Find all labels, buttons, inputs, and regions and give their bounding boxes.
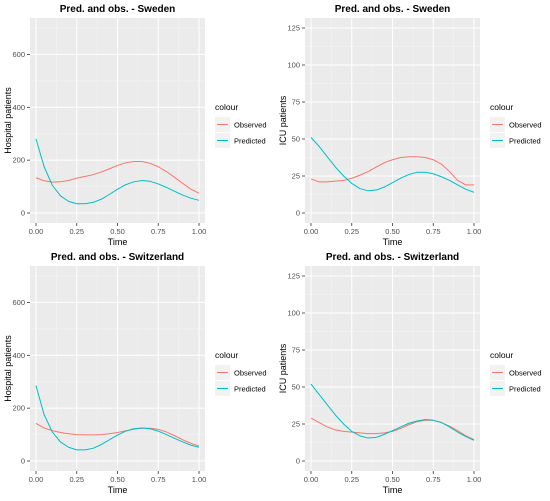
x-tick-label: 0.00 xyxy=(304,475,319,484)
legend-label: Observed xyxy=(509,369,542,378)
legend-title: colour xyxy=(490,102,513,112)
chart-svg: 0.00 0.25 0.50 0.75 1.00 0 25 50 75 100 125 Pred. a… xyxy=(278,252,542,495)
x-tick-label: 0.50 xyxy=(385,227,400,236)
x-axis-label: Time xyxy=(108,485,128,495)
y-tick-label: 75 xyxy=(292,346,300,355)
y-tick-label: 125 xyxy=(287,272,300,281)
y-tick-label: 200 xyxy=(12,404,25,413)
y-tick-label: 0 xyxy=(21,209,25,218)
y-tick-label: 100 xyxy=(287,309,300,318)
legend-label: Observed xyxy=(234,369,267,378)
x-tick-label: 0.25 xyxy=(69,475,84,484)
x-tick-label: 0.50 xyxy=(110,227,125,236)
chart-title: Pred. and obs. - Switzerland xyxy=(51,252,184,263)
chart-svg: 0.00 0.25 0.50 0.75 1.00 0 25 50 75 100 125 Pred. a… xyxy=(278,4,542,247)
series-line-predicted xyxy=(35,138,200,205)
chart-panel-switzerland-icu: 0.00 0.25 0.50 0.75 1.00 0 25 50 75 100 125 Pred. a… xyxy=(275,248,550,496)
series-line-predicted xyxy=(35,385,200,451)
x-tick-label: 1.00 xyxy=(192,227,207,236)
y-tick-label: 100 xyxy=(287,61,300,70)
series-line-predicted xyxy=(310,137,475,193)
x-axis-label: Time xyxy=(108,237,128,247)
y-tick-label: 400 xyxy=(12,351,25,360)
series-line-observed xyxy=(310,156,474,186)
x-tick-label: 0.25 xyxy=(344,227,359,236)
chart-panel-sweden-icu: 0.00 0.25 0.50 0.75 1.00 0 25 50 75 100 125 Pred. a… xyxy=(275,0,550,248)
legend-title: colour xyxy=(490,350,513,360)
chart-svg: 0.00 0.25 0.50 0.75 1.00 0 200 400 600 Pred. and … xyxy=(3,252,267,495)
chart-panel-switzerland-hospital: 0.00 0.25 0.50 0.75 1.00 0 200 400 600 Pred. and … xyxy=(0,248,275,496)
y-tick-label: 25 xyxy=(292,172,300,181)
x-axis-label: Time xyxy=(383,237,403,247)
x-tick-label: 0.00 xyxy=(29,475,44,484)
legend-title: colour xyxy=(215,102,238,112)
y-tick-label: 400 xyxy=(12,103,25,112)
legend-title: colour xyxy=(215,350,238,360)
legend-label: Predicted xyxy=(509,137,541,146)
y-axis-label: Hospital patients xyxy=(3,87,13,154)
x-tick-label: 0.50 xyxy=(110,475,125,484)
y-tick-label: 0 xyxy=(296,457,300,466)
y-tick-label: 50 xyxy=(292,135,300,144)
y-tick-label: 0 xyxy=(21,457,25,466)
y-tick-label: 125 xyxy=(287,24,300,33)
y-tick-label: 600 xyxy=(12,50,25,59)
y-tick-label: 50 xyxy=(292,383,300,392)
y-tick-label: 0 xyxy=(296,209,300,218)
y-tick-label: 75 xyxy=(292,98,300,107)
x-tick-label: 0.25 xyxy=(69,227,84,236)
x-axis-label: Time xyxy=(383,485,403,495)
chart-title: Pred. and obs. - Switzerland xyxy=(326,252,459,263)
chart-svg: 0.00 0.25 0.50 0.75 1.00 0 200 400 600 Pred. and … xyxy=(3,4,267,247)
series-line-predicted xyxy=(310,383,475,441)
chart-title: Pred. and obs. - Sweden xyxy=(335,4,451,15)
x-tick-label: 1.00 xyxy=(467,227,482,236)
x-tick-label: 0.75 xyxy=(426,227,441,236)
chart-panel-sweden-hospital: 0.00 0.25 0.50 0.75 1.00 0 200 400 600 Pred. and … xyxy=(0,0,275,248)
series-line-observed xyxy=(35,423,200,447)
y-axis-label: ICU patients xyxy=(278,343,288,393)
x-tick-label: 0.50 xyxy=(385,475,400,484)
chart-title: Pred. and obs. - Sweden xyxy=(60,4,176,15)
y-axis-label: Hospital patients xyxy=(3,335,13,402)
x-tick-label: 0.00 xyxy=(29,227,44,236)
x-tick-label: 0.75 xyxy=(151,475,166,484)
legend-label: Predicted xyxy=(234,137,266,146)
legend-label: Predicted xyxy=(234,385,266,394)
legend-label: Predicted xyxy=(509,385,541,394)
y-tick-label: 600 xyxy=(12,298,25,307)
x-tick-label: 1.00 xyxy=(192,475,207,484)
y-axis-label: ICU patients xyxy=(278,95,288,145)
legend-label: Observed xyxy=(509,121,542,130)
x-tick-label: 0.75 xyxy=(151,227,166,236)
x-tick-label: 1.00 xyxy=(467,475,482,484)
x-tick-label: 0.25 xyxy=(344,475,359,484)
legend-label: Observed xyxy=(234,121,267,130)
y-tick-label: 200 xyxy=(12,156,25,165)
series-line-observed xyxy=(35,160,200,194)
x-tick-label: 0.00 xyxy=(304,227,319,236)
y-tick-label: 25 xyxy=(292,420,300,429)
x-tick-label: 0.75 xyxy=(426,475,441,484)
